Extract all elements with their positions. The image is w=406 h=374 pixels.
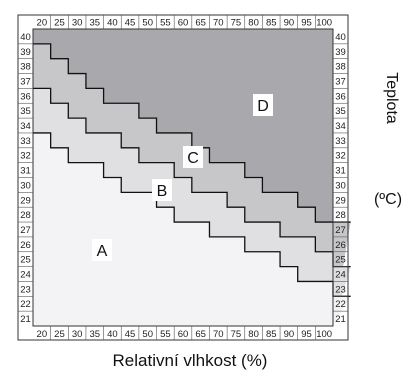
x-tick-bottom-70: 70 [213, 329, 224, 340]
y-tick-right-36: 36 [335, 91, 346, 102]
x-tick-top-55: 55 [160, 18, 171, 29]
boundary-a-b [33, 132, 351, 297]
y-tick-left-22: 22 [20, 299, 31, 310]
x-tick-top-85: 85 [266, 18, 277, 29]
y-tick-right-27: 27 [335, 225, 346, 236]
x-tick-top-70: 70 [213, 18, 224, 29]
x-tick-top-25: 25 [54, 18, 65, 29]
zone-c-label: C [187, 150, 199, 167]
y-tick-right-24: 24 [335, 270, 346, 281]
y-tick-right-28: 28 [335, 210, 346, 221]
zone-a-label-bg [92, 239, 112, 261]
x-tick-bottom-100: 100 [316, 329, 332, 340]
y-tick-left-23: 23 [20, 284, 31, 295]
x-tick-top-100: 100 [316, 18, 332, 29]
y-tick-right-38: 38 [335, 62, 346, 73]
y-tick-left-21: 21 [20, 314, 31, 325]
x-tick-bottom-80: 80 [248, 329, 259, 340]
y-axis-unit: (ºC) [374, 191, 402, 208]
y-tick-right-23: 23 [335, 284, 346, 295]
y-tick-left-37: 37 [20, 76, 31, 87]
x-tick-bottom-45: 45 [125, 329, 136, 340]
x-tick-top-60: 60 [178, 18, 189, 29]
y-tick-right-21: 21 [335, 314, 346, 325]
boundary-c-d [33, 43, 351, 223]
x-tick-bottom-65: 65 [195, 329, 206, 340]
x-tick-bottom-25: 25 [54, 329, 65, 340]
y-tick-right-26: 26 [335, 240, 346, 251]
x-tick-top-35: 35 [89, 18, 100, 29]
x-tick-top-80: 80 [248, 18, 259, 29]
x-tick-top-50: 50 [142, 18, 153, 29]
zone-c-label-bg [183, 146, 203, 168]
y-tick-left-38: 38 [20, 62, 31, 73]
x-tick-top-30: 30 [72, 18, 83, 29]
y-tick-right-37: 37 [335, 76, 346, 87]
tick-labels: 20 20 25 25 30 30 35 35 40 40 45 45 50 50 55 55 60 60 65 65… [18, 15, 348, 340]
y-tick-left-28: 28 [20, 210, 31, 221]
y-tick-right-31: 31 [335, 166, 346, 177]
y-tick-right-25: 25 [335, 255, 346, 266]
y-tick-left-29: 29 [20, 195, 31, 206]
x-tick-bottom-90: 90 [284, 329, 295, 340]
x-tick-top-75: 75 [231, 18, 242, 29]
y-tick-left-36: 36 [20, 91, 31, 102]
x-tick-bottom-55: 55 [160, 329, 171, 340]
y-tick-right-39: 39 [335, 47, 346, 58]
x-tick-bottom-60: 60 [178, 329, 189, 340]
y-tick-left-24: 24 [20, 270, 31, 281]
x-tick-top-40: 40 [107, 18, 118, 29]
x-tick-bottom-35: 35 [89, 329, 100, 340]
y-tick-left-26: 26 [20, 240, 31, 251]
zone-d-label-bg [253, 94, 273, 116]
x-tick-top-95: 95 [301, 18, 312, 29]
y-tick-left-35: 35 [20, 106, 31, 117]
y-axis-title: Teplota [383, 72, 400, 124]
y-tick-right-34: 34 [335, 121, 346, 132]
x-tick-bottom-85: 85 [266, 329, 277, 340]
y-tick-right-32: 32 [335, 151, 346, 162]
zone-b-label-bg [152, 179, 172, 201]
y-tick-left-34: 34 [20, 121, 31, 132]
y-tick-right-29: 29 [335, 195, 346, 206]
y-tick-left-25: 25 [20, 255, 31, 266]
y-tick-left-39: 39 [20, 47, 31, 58]
y-tick-right-40: 40 [335, 32, 346, 43]
x-tick-bottom-30: 30 [72, 329, 83, 340]
x-tick-bottom-20: 20 [37, 329, 48, 340]
y-tick-right-30: 30 [335, 180, 346, 191]
y-tick-right-22: 22 [335, 299, 346, 310]
zone-labels: A B C D [92, 94, 273, 261]
zone-b-label: B [157, 183, 168, 200]
x-axis-title: Relativní vlhkost (%) [113, 351, 268, 370]
y-tick-right-33: 33 [335, 136, 346, 147]
x-tick-top-65: 65 [195, 18, 206, 29]
boundary-b-c [33, 87, 351, 268]
y-tick-left-30: 30 [20, 180, 31, 191]
zone-d-label: D [257, 98, 269, 115]
zone-areas [33, 29, 351, 327]
zone-a-label: A [97, 243, 108, 260]
x-tick-top-90: 90 [284, 18, 295, 29]
x-tick-bottom-75: 75 [231, 329, 242, 340]
y-tick-right-35: 35 [335, 106, 346, 117]
x-tick-bottom-95: 95 [301, 329, 312, 340]
y-tick-left-40: 40 [20, 32, 31, 43]
zone-a-area [33, 132, 351, 326]
x-tick-top-20: 20 [37, 18, 48, 29]
y-tick-left-32: 32 [20, 151, 31, 162]
y-tick-left-31: 31 [20, 166, 31, 177]
x-tick-top-45: 45 [125, 18, 136, 29]
x-tick-bottom-50: 50 [142, 329, 153, 340]
y-tick-left-33: 33 [20, 136, 31, 147]
x-tick-bottom-40: 40 [107, 329, 118, 340]
y-tick-left-27: 27 [20, 225, 31, 236]
